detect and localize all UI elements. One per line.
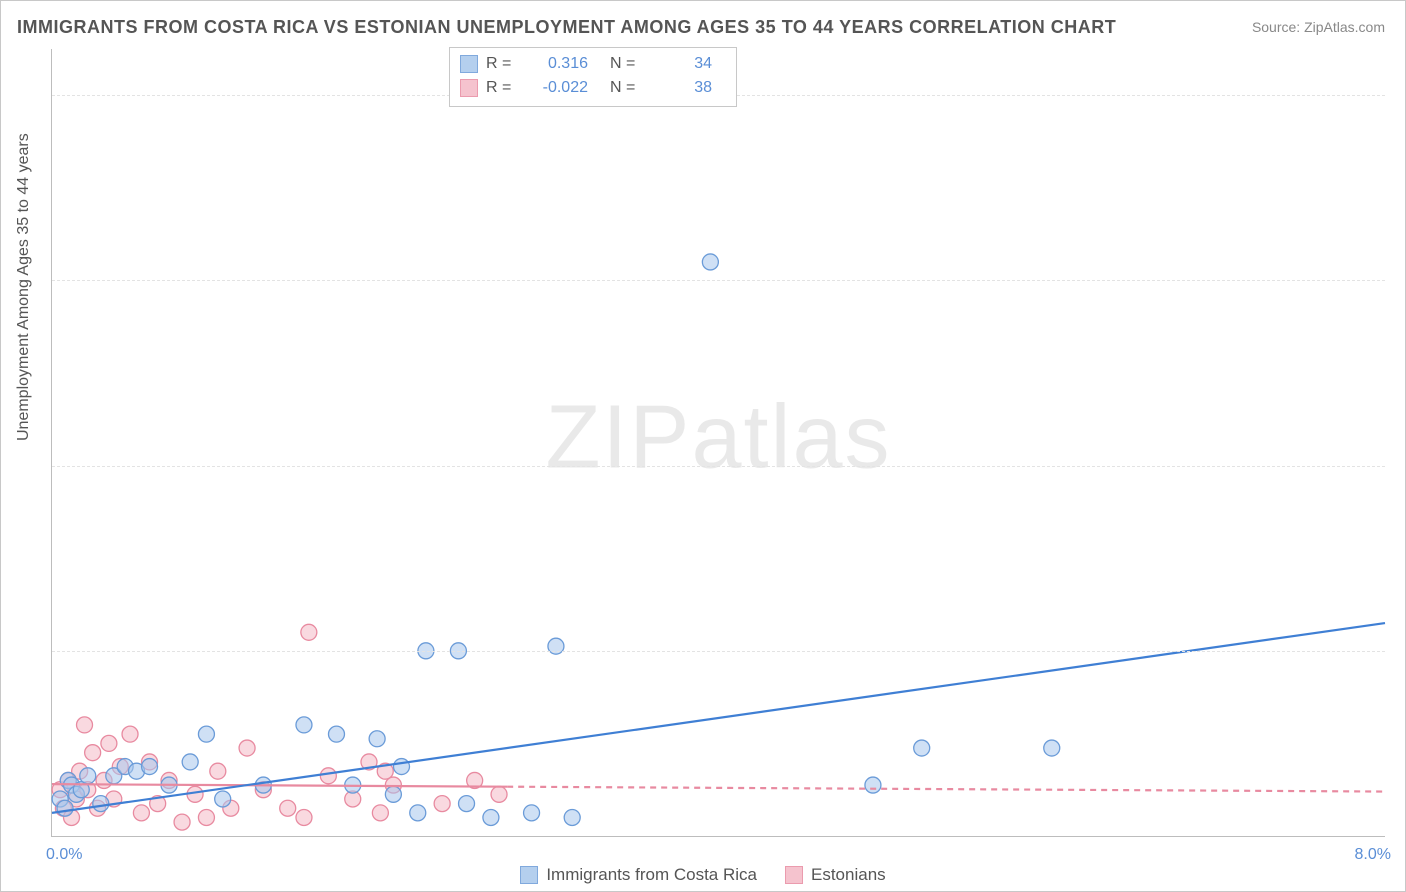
chart-title: IMMIGRANTS FROM COSTA RICA VS ESTONIAN U… [17,17,1116,38]
data-point [210,763,226,779]
data-point [564,809,580,825]
data-point [239,740,255,756]
scatter-plot-svg [52,49,1385,836]
r-label: R = [486,79,520,97]
trend-line [507,787,1385,792]
swatch-series-0 [460,55,478,73]
data-point [122,726,138,742]
swatch-bottom-1 [785,866,803,884]
gridline-h [52,466,1385,467]
data-point [385,786,401,802]
data-point [865,777,881,793]
series-legend: Immigrants from Costa Rica Estonians [1,865,1405,885]
chart-container: IMMIGRANTS FROM COSTA RICA VS ESTONIAN U… [0,0,1406,892]
n-value-0: 34 [652,55,712,73]
data-point [57,800,73,816]
data-point [85,745,101,761]
r-value-0: 0.316 [528,55,588,73]
legend-item-1: Estonians [785,865,886,885]
data-point [372,805,388,821]
x-tick-right: 8.0% [1355,846,1391,864]
data-point [328,726,344,742]
plot-area: ZIPatlas 0.0% 8.0% 20.0%40.0%60.0%80.0% [51,49,1385,837]
data-point [198,809,214,825]
x-tick-left: 0.0% [46,846,82,864]
source-credit: Source: ZipAtlas.com [1252,19,1385,35]
data-point [93,796,109,812]
data-point [182,754,198,770]
n-label: N = [610,79,644,97]
data-point [1044,740,1060,756]
gridline-h [52,280,1385,281]
correlation-legend: R = 0.316 N = 34 R = -0.022 N = 38 [449,47,737,107]
legend-row-series-1: R = -0.022 N = 38 [460,76,726,100]
data-point [434,796,450,812]
data-point [174,814,190,830]
data-point [296,717,312,733]
trend-line [52,784,507,787]
data-point [133,805,149,821]
data-point [914,740,930,756]
y-axis-label: Unemployment Among Ages 35 to 44 years [15,133,33,441]
gridline-h [52,651,1385,652]
data-point [142,759,158,775]
data-point [198,726,214,742]
data-point [296,809,312,825]
n-label: N = [610,55,644,73]
data-point [280,800,296,816]
data-point [524,805,540,821]
legend-row-series-0: R = 0.316 N = 34 [460,52,726,76]
legend-label-1: Estonians [811,865,886,885]
data-point [491,786,507,802]
data-point [702,254,718,270]
data-point [410,805,426,821]
data-point [101,735,117,751]
n-value-1: 38 [652,79,712,97]
data-point [215,791,231,807]
data-point [369,731,385,747]
data-point [320,768,336,784]
r-value-1: -0.022 [528,79,588,97]
r-label: R = [486,55,520,73]
swatch-series-1 [460,79,478,97]
data-point [80,768,96,784]
data-point [394,759,410,775]
data-point [301,624,317,640]
legend-label-0: Immigrants from Costa Rica [546,865,757,885]
legend-item-0: Immigrants from Costa Rica [520,865,757,885]
data-point [459,796,475,812]
data-point [483,809,499,825]
swatch-bottom-0 [520,866,538,884]
data-point [77,717,93,733]
